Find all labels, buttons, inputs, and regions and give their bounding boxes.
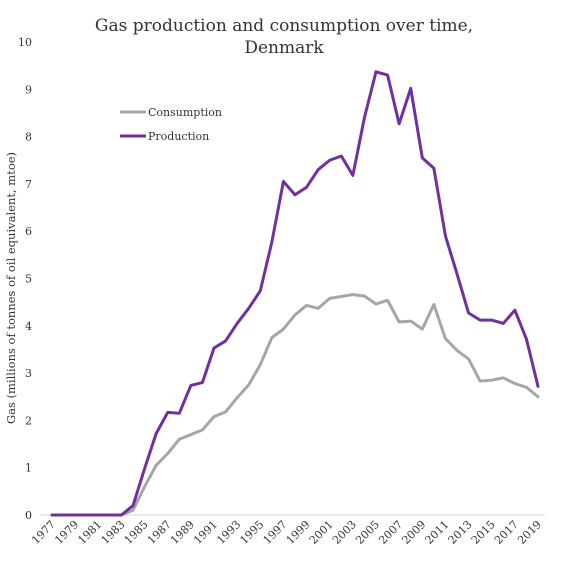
x-tick-label: 2003 (330, 518, 359, 547)
x-tick-label: 1981 (75, 518, 104, 547)
y-tick-label: 5 (25, 273, 32, 286)
y-axis-label: Gas (millions of tonnes of oil equivalen… (4, 152, 18, 424)
x-tick-label: 1977 (29, 518, 58, 547)
y-tick-label: 9 (25, 83, 32, 96)
chart-title-line1: Gas production and consumption over time… (95, 16, 473, 36)
y-tick-label: 3 (25, 367, 32, 380)
x-tick-label: 2009 (399, 518, 428, 547)
x-tick-label: 2011 (423, 518, 452, 547)
y-tick-label: 4 (25, 320, 32, 333)
x-tick-label: 2005 (353, 518, 382, 547)
x-tick-label: 1985 (122, 518, 151, 547)
y-tick-label: 2 (25, 414, 32, 427)
x-tick-label: 2007 (376, 518, 405, 547)
x-tick-label: 2017 (492, 518, 521, 547)
y-tick-label: 1 (25, 462, 32, 475)
legend: Consumption Production (120, 106, 222, 143)
legend-label-consumption: Consumption (148, 106, 222, 119)
x-tick-label: 1993 (214, 518, 243, 547)
series-lines (50, 70, 540, 517)
x-tick-label: 1989 (168, 518, 197, 547)
x-tick-label: 2013 (446, 518, 475, 547)
x-tick-label: 1979 (52, 518, 81, 547)
x-tick-label: 1987 (145, 518, 174, 547)
x-tick-label: 2015 (469, 518, 498, 547)
y-tick-label: 8 (25, 131, 32, 144)
x-axis-ticks: 1977197919811983198519871989199119931995… (29, 518, 544, 547)
x-tick-label: 1999 (284, 518, 313, 547)
y-tick-label: 10 (18, 36, 32, 49)
x-tick-label: 2001 (307, 518, 336, 547)
x-tick-label: 1997 (261, 518, 290, 547)
x-tick-label: 1983 (99, 518, 128, 547)
y-tick-label: 6 (25, 225, 32, 238)
series-line-consumption (50, 293, 540, 517)
x-tick-label: 2019 (515, 518, 544, 547)
chart-title-line2: Denmark (244, 38, 324, 58)
y-tick-label: 0 (25, 509, 32, 522)
series-line-production (50, 70, 540, 517)
y-tick-label: 7 (25, 178, 32, 191)
y-axis-ticks: 0 1 2 3 4 5 6 7 8 9 10 (18, 36, 32, 522)
x-tick-label: 1991 (191, 518, 220, 547)
x-tick-label: 1995 (237, 518, 266, 547)
legend-label-production: Production (148, 130, 209, 143)
